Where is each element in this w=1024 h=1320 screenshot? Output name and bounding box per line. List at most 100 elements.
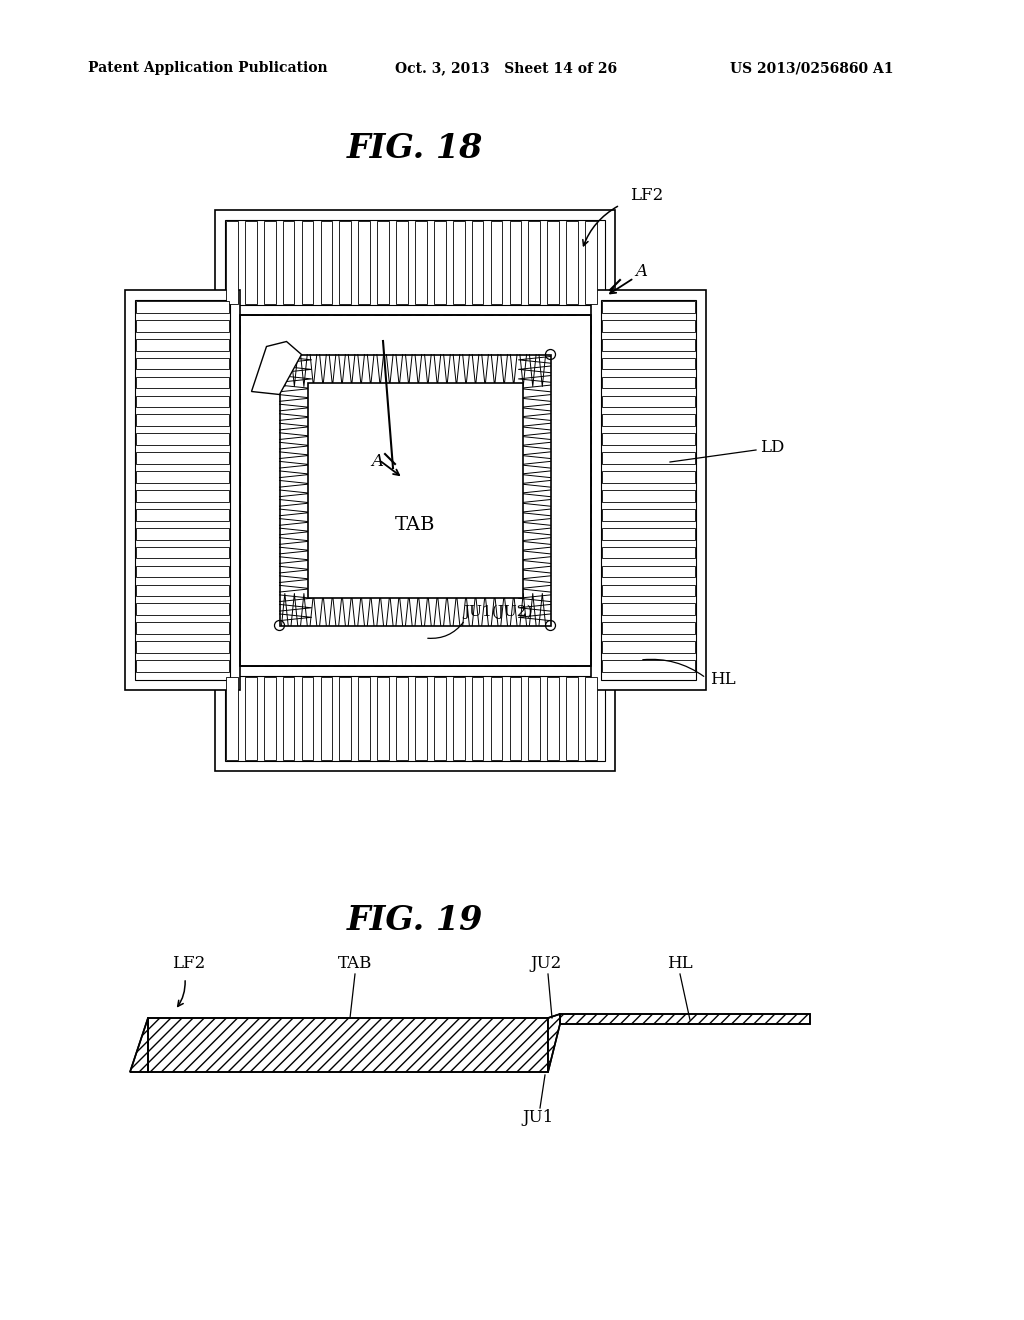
Text: Oct. 3, 2013   Sheet 14 of 26: Oct. 3, 2013 Sheet 14 of 26: [395, 61, 617, 75]
Bar: [601, 565, 694, 577]
Bar: [135, 453, 228, 463]
Bar: [226, 220, 238, 304]
Text: TAB: TAB: [338, 954, 372, 972]
Bar: [510, 220, 521, 304]
Bar: [396, 220, 408, 304]
Bar: [321, 676, 332, 759]
Bar: [547, 220, 559, 304]
Bar: [339, 676, 351, 759]
Bar: [339, 220, 351, 304]
Bar: [396, 676, 408, 759]
Bar: [135, 339, 228, 351]
Text: HL: HL: [710, 672, 735, 689]
Text: A: A: [371, 454, 383, 470]
Bar: [601, 510, 694, 520]
Text: Patent Application Publication: Patent Application Publication: [88, 61, 328, 75]
Bar: [264, 676, 275, 759]
Bar: [601, 471, 694, 483]
Bar: [566, 220, 578, 304]
Bar: [135, 471, 228, 483]
Bar: [415, 676, 427, 759]
Bar: [453, 220, 465, 304]
Bar: [601, 301, 694, 313]
Bar: [547, 676, 559, 759]
Bar: [135, 585, 228, 597]
Bar: [135, 510, 228, 520]
Bar: [135, 546, 228, 558]
Bar: [560, 1014, 810, 1024]
Bar: [302, 676, 313, 759]
Text: JU1: JU1: [522, 1110, 554, 1126]
Bar: [472, 220, 483, 304]
Text: A: A: [635, 264, 647, 281]
Bar: [415, 220, 427, 304]
Text: US 2013/0256860 A1: US 2013/0256860 A1: [730, 61, 894, 75]
Bar: [601, 376, 694, 388]
Bar: [225, 219, 605, 305]
Bar: [280, 355, 551, 626]
Bar: [135, 301, 228, 313]
Bar: [601, 585, 694, 597]
Text: FIG. 19: FIG. 19: [347, 903, 483, 936]
Polygon shape: [130, 1018, 148, 1072]
Bar: [148, 1018, 548, 1072]
Bar: [302, 220, 313, 304]
Bar: [135, 376, 228, 388]
Bar: [225, 676, 605, 760]
Bar: [585, 220, 597, 304]
Bar: [264, 220, 275, 304]
Bar: [377, 220, 389, 304]
Bar: [490, 676, 503, 759]
Bar: [321, 220, 332, 304]
Bar: [215, 665, 615, 771]
Bar: [215, 210, 615, 314]
Bar: [601, 453, 694, 463]
Bar: [434, 676, 445, 759]
Bar: [601, 396, 694, 407]
Bar: [135, 396, 228, 407]
Bar: [560, 1014, 810, 1024]
Bar: [601, 339, 694, 351]
Text: TAB: TAB: [394, 516, 435, 535]
Bar: [135, 565, 228, 577]
Bar: [528, 220, 540, 304]
Text: LF2: LF2: [630, 186, 664, 203]
Bar: [601, 546, 694, 558]
Polygon shape: [252, 342, 301, 395]
Bar: [591, 290, 706, 690]
Bar: [601, 358, 694, 370]
Bar: [245, 676, 257, 759]
Text: LF2: LF2: [172, 954, 205, 972]
Bar: [135, 358, 228, 370]
Bar: [135, 433, 228, 445]
Bar: [135, 603, 228, 615]
Bar: [135, 622, 228, 634]
Bar: [240, 314, 591, 665]
Bar: [135, 319, 228, 331]
Bar: [601, 642, 694, 653]
Bar: [245, 220, 257, 304]
Bar: [125, 290, 240, 690]
Bar: [601, 433, 694, 445]
Bar: [510, 676, 521, 759]
Bar: [134, 300, 229, 680]
Bar: [135, 660, 228, 672]
Bar: [453, 676, 465, 759]
Bar: [377, 676, 389, 759]
Bar: [135, 490, 228, 502]
Text: LD: LD: [760, 440, 784, 457]
Bar: [601, 319, 694, 331]
Text: JU1(JU2): JU1(JU2): [463, 605, 532, 619]
Bar: [434, 220, 445, 304]
Bar: [358, 676, 370, 759]
Text: HL: HL: [668, 954, 693, 972]
Bar: [600, 300, 695, 680]
Bar: [585, 676, 597, 759]
Polygon shape: [548, 1014, 560, 1072]
Bar: [601, 660, 694, 672]
Bar: [307, 383, 522, 598]
Bar: [135, 528, 228, 540]
Bar: [135, 642, 228, 653]
Bar: [601, 490, 694, 502]
Bar: [358, 220, 370, 304]
